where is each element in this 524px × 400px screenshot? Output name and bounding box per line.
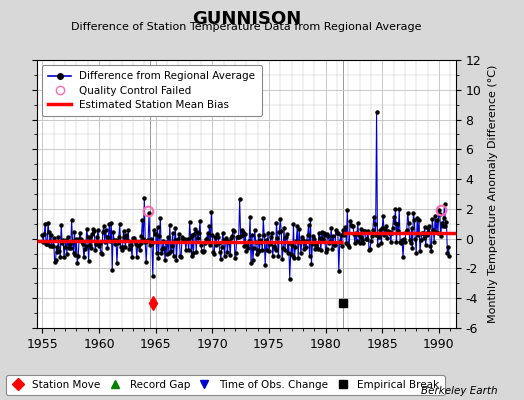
Text: Berkeley Earth: Berkeley Earth <box>421 386 498 396</box>
Text: GUNNISON: GUNNISON <box>192 10 301 28</box>
Legend: Station Move, Record Gap, Time of Obs. Change, Empirical Break: Station Move, Record Gap, Time of Obs. C… <box>6 375 444 395</box>
Y-axis label: Monthly Temperature Anomaly Difference (°C): Monthly Temperature Anomaly Difference (… <box>488 65 498 323</box>
Text: Difference of Station Temperature Data from Regional Average: Difference of Station Temperature Data f… <box>71 22 421 32</box>
